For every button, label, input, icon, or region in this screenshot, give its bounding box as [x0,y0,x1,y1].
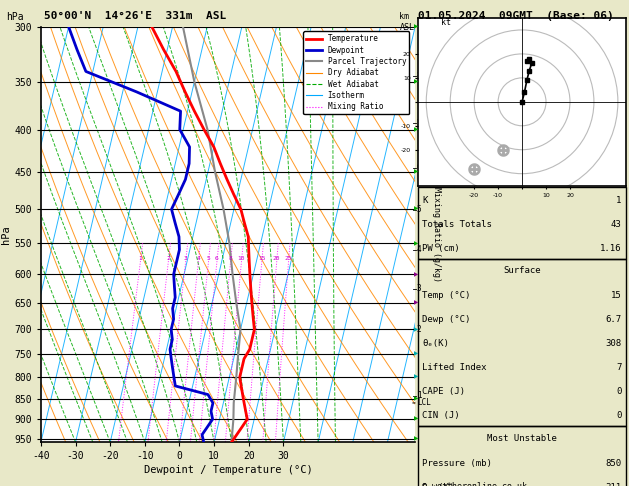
Text: © weatheronline.co.uk: © weatheronline.co.uk [423,482,528,486]
Text: Surface: Surface [503,266,541,275]
Text: CIN (J): CIN (J) [423,411,460,420]
Text: 311: 311 [606,483,621,486]
Text: 2: 2 [167,257,170,261]
Text: ▶: ▶ [414,436,418,441]
Text: 0: 0 [616,387,621,396]
Text: ▶: ▶ [414,327,418,332]
Text: ▶: ▶ [414,272,418,277]
Text: 0: 0 [616,411,621,420]
Text: 308: 308 [606,339,621,348]
Text: 10: 10 [238,257,245,261]
Text: 3: 3 [184,257,187,261]
Text: Pressure (mb): Pressure (mb) [423,459,493,468]
Text: kt: kt [441,18,450,27]
Text: 4: 4 [417,245,421,254]
Text: ▶: ▶ [414,169,418,174]
Text: 7: 7 [616,363,621,372]
Text: 8: 8 [417,71,421,80]
Text: ▶: ▶ [414,24,418,29]
Text: 5: 5 [206,257,210,261]
Text: 8: 8 [229,257,232,261]
Text: 6.7: 6.7 [606,315,621,324]
Text: 850: 850 [606,459,621,468]
Text: CAPE (J): CAPE (J) [423,387,465,396]
Text: 25: 25 [285,257,292,261]
Text: LCL: LCL [417,399,431,407]
Y-axis label: hPa: hPa [1,225,11,244]
Text: ▶: ▶ [414,127,418,132]
Text: 2: 2 [417,325,421,334]
Text: PW (cm): PW (cm) [423,243,460,253]
Text: ▶: ▶ [414,417,418,422]
Text: 1.16: 1.16 [600,243,621,253]
Text: 1: 1 [417,391,421,400]
Text: ▶: ▶ [414,351,418,357]
Text: 6: 6 [215,257,219,261]
Text: 6: 6 [417,163,421,172]
Text: 3: 3 [417,284,421,294]
Text: θₑ (K): θₑ (K) [423,483,455,486]
Text: 15: 15 [258,257,265,261]
Text: ▶: ▶ [414,241,418,246]
Text: 50°00'N  14°26'E  331m  ASL: 50°00'N 14°26'E 331m ASL [44,11,226,21]
Text: 7: 7 [417,119,421,128]
Text: 5: 5 [417,206,421,214]
Text: Totals Totals: Totals Totals [423,220,493,229]
Text: ▶: ▶ [414,396,418,401]
Text: 4: 4 [196,257,200,261]
Text: θₑ(K): θₑ(K) [423,339,449,348]
Text: ▶: ▶ [414,300,418,305]
Text: km
ASL: km ASL [399,12,415,32]
Text: 15: 15 [611,292,621,300]
Text: Temp (°C): Temp (°C) [423,292,471,300]
Text: 43: 43 [611,220,621,229]
Text: K: K [423,196,428,205]
Text: ▶: ▶ [414,79,418,84]
Text: ▶: ▶ [414,375,418,380]
Text: 01.05.2024  09GMT  (Base: 06): 01.05.2024 09GMT (Base: 06) [418,11,614,21]
Text: ▶: ▶ [414,207,418,212]
X-axis label: Dewpoint / Temperature (°C): Dewpoint / Temperature (°C) [143,466,313,475]
Legend: Temperature, Dewpoint, Parcel Trajectory, Dry Adiabat, Wet Adiabat, Isotherm, Mi: Temperature, Dewpoint, Parcel Trajectory… [303,32,409,114]
Text: hPa: hPa [6,12,24,22]
Text: 1: 1 [138,257,142,261]
Text: 20: 20 [273,257,281,261]
Text: Most Unstable: Most Unstable [487,434,557,443]
Text: 1: 1 [616,196,621,205]
Text: Mixing Ratio (g/kg): Mixing Ratio (g/kg) [433,187,442,282]
Text: Dewp (°C): Dewp (°C) [423,315,471,324]
Text: Lifted Index: Lifted Index [423,363,487,372]
